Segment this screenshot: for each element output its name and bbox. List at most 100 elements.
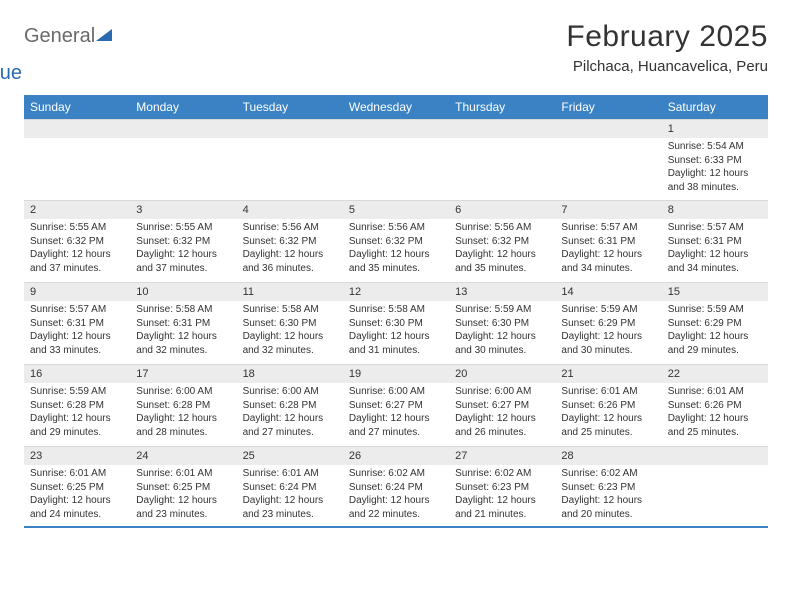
day-details: Sunrise: 5:58 AMSunset: 6:30 PMDaylight:… xyxy=(237,301,343,363)
sunrise-text: Sunrise: 6:01 AM xyxy=(136,467,230,481)
day-details: Sunrise: 5:56 AMSunset: 6:32 PMDaylight:… xyxy=(237,219,343,281)
calendar-cell: 21Sunrise: 6:01 AMSunset: 6:26 PMDayligh… xyxy=(555,364,661,446)
sunrise-text: Sunrise: 5:55 AM xyxy=(30,221,124,235)
daylight-text: Daylight: 12 hours and 36 minutes. xyxy=(243,248,337,275)
date-number: 22 xyxy=(662,364,768,383)
day-details: Sunrise: 5:57 AMSunset: 6:31 PMDaylight:… xyxy=(24,301,130,363)
sunset-text: Sunset: 6:24 PM xyxy=(243,481,337,495)
weekday-label: Thursday xyxy=(449,95,555,119)
empty-date xyxy=(343,119,449,138)
calendar-cell: 10Sunrise: 5:58 AMSunset: 6:31 PMDayligh… xyxy=(130,282,236,364)
day-details: Sunrise: 5:59 AMSunset: 6:29 PMDaylight:… xyxy=(555,301,661,363)
logo-stack: General Blue xyxy=(24,26,112,85)
sunrise-text: Sunrise: 6:00 AM xyxy=(243,385,337,399)
calendar-cell: 19Sunrise: 6:00 AMSunset: 6:27 PMDayligh… xyxy=(343,364,449,446)
daylight-text: Daylight: 12 hours and 34 minutes. xyxy=(561,248,655,275)
daylight-text: Daylight: 12 hours and 21 minutes. xyxy=(455,494,549,521)
sunrise-text: Sunrise: 6:02 AM xyxy=(455,467,549,481)
calendar-cell: 22Sunrise: 6:01 AMSunset: 6:26 PMDayligh… xyxy=(662,364,768,446)
sunrise-text: Sunrise: 5:58 AM xyxy=(136,303,230,317)
logo-word-general: General xyxy=(24,26,95,46)
date-number: 3 xyxy=(130,200,236,219)
sunset-text: Sunset: 6:28 PM xyxy=(136,399,230,413)
sunset-text: Sunset: 6:29 PM xyxy=(561,317,655,331)
day-details: Sunrise: 6:01 AMSunset: 6:26 PMDaylight:… xyxy=(555,383,661,445)
date-number: 13 xyxy=(449,282,555,301)
daylight-text: Daylight: 12 hours and 37 minutes. xyxy=(30,248,124,275)
sunrise-text: Sunrise: 5:57 AM xyxy=(30,303,124,317)
sunrise-text: Sunrise: 5:57 AM xyxy=(561,221,655,235)
day-details: Sunrise: 5:58 AMSunset: 6:31 PMDaylight:… xyxy=(130,301,236,363)
sunrise-text: Sunrise: 5:59 AM xyxy=(668,303,762,317)
daylight-text: Daylight: 12 hours and 22 minutes. xyxy=(349,494,443,521)
day-details: Sunrise: 5:59 AMSunset: 6:30 PMDaylight:… xyxy=(449,301,555,363)
day-details: Sunrise: 6:01 AMSunset: 6:24 PMDaylight:… xyxy=(237,465,343,527)
date-number: 4 xyxy=(237,200,343,219)
day-details: Sunrise: 5:57 AMSunset: 6:31 PMDaylight:… xyxy=(662,219,768,281)
sunrise-text: Sunrise: 5:58 AM xyxy=(349,303,443,317)
sunrise-text: Sunrise: 6:00 AM xyxy=(136,385,230,399)
empty-date xyxy=(24,119,130,138)
sunset-text: Sunset: 6:26 PM xyxy=(561,399,655,413)
sunrise-text: Sunrise: 5:55 AM xyxy=(136,221,230,235)
date-number: 26 xyxy=(343,446,449,465)
daylight-text: Daylight: 12 hours and 37 minutes. xyxy=(136,248,230,275)
sunset-text: Sunset: 6:32 PM xyxy=(455,235,549,249)
daylight-text: Daylight: 12 hours and 32 minutes. xyxy=(136,330,230,357)
daylight-text: Daylight: 12 hours and 27 minutes. xyxy=(243,412,337,439)
sunset-text: Sunset: 6:28 PM xyxy=(30,399,124,413)
calendar-cell: 2Sunrise: 5:55 AMSunset: 6:32 PMDaylight… xyxy=(24,200,130,282)
sunset-text: Sunset: 6:26 PM xyxy=(668,399,762,413)
sunrise-text: Sunrise: 6:01 AM xyxy=(30,467,124,481)
sunset-text: Sunset: 6:32 PM xyxy=(30,235,124,249)
weekday-label: Wednesday xyxy=(343,95,449,119)
daylight-text: Daylight: 12 hours and 35 minutes. xyxy=(455,248,549,275)
date-number: 10 xyxy=(130,282,236,301)
sunset-text: Sunset: 6:24 PM xyxy=(349,481,443,495)
calendar-cell: 9Sunrise: 5:57 AMSunset: 6:31 PMDaylight… xyxy=(24,282,130,364)
sunset-text: Sunset: 6:27 PM xyxy=(349,399,443,413)
sunrise-text: Sunrise: 6:02 AM xyxy=(561,467,655,481)
calendar-cell xyxy=(662,446,768,528)
date-number: 20 xyxy=(449,364,555,383)
daylight-text: Daylight: 12 hours and 25 minutes. xyxy=(561,412,655,439)
sunrise-text: Sunrise: 5:59 AM xyxy=(30,385,124,399)
sunset-text: Sunset: 6:31 PM xyxy=(561,235,655,249)
sunrise-text: Sunrise: 5:58 AM xyxy=(243,303,337,317)
calendar-page: General Blue February 2025 Pilchaca, Hua… xyxy=(0,0,792,538)
sunrise-text: Sunrise: 5:56 AM xyxy=(455,221,549,235)
daylight-text: Daylight: 12 hours and 24 minutes. xyxy=(30,494,124,521)
weekday-label: Monday xyxy=(130,95,236,119)
daylight-text: Daylight: 12 hours and 26 minutes. xyxy=(455,412,549,439)
date-number: 14 xyxy=(555,282,661,301)
sunrise-text: Sunrise: 5:59 AM xyxy=(561,303,655,317)
daylight-text: Daylight: 12 hours and 32 minutes. xyxy=(243,330,337,357)
empty-date xyxy=(662,446,768,465)
daylight-text: Daylight: 12 hours and 31 minutes. xyxy=(349,330,443,357)
date-number: 27 xyxy=(449,446,555,465)
day-details: Sunrise: 6:01 AMSunset: 6:25 PMDaylight:… xyxy=(24,465,130,527)
day-details: Sunrise: 6:02 AMSunset: 6:23 PMDaylight:… xyxy=(555,465,661,527)
weekday-label: Tuesday xyxy=(237,95,343,119)
date-number: 1 xyxy=(662,119,768,138)
date-number: 25 xyxy=(237,446,343,465)
brand-logo: General Blue xyxy=(24,26,112,85)
day-details: Sunrise: 5:59 AMSunset: 6:29 PMDaylight:… xyxy=(662,301,768,363)
sunrise-text: Sunrise: 5:56 AM xyxy=(349,221,443,235)
sunset-text: Sunset: 6:31 PM xyxy=(30,317,124,331)
day-details: Sunrise: 5:55 AMSunset: 6:32 PMDaylight:… xyxy=(130,219,236,281)
date-number: 23 xyxy=(24,446,130,465)
sunset-text: Sunset: 6:30 PM xyxy=(243,317,337,331)
date-number: 7 xyxy=(555,200,661,219)
empty-date xyxy=(555,119,661,138)
sunrise-text: Sunrise: 6:00 AM xyxy=(455,385,549,399)
calendar-cell: 7 Sunrise: 5:57 AMSunset: 6:31 PMDaylight… xyxy=(555,200,661,282)
daylight-text: Daylight: 12 hours and 30 minutes. xyxy=(561,330,655,357)
calendar-cell xyxy=(24,119,130,200)
daylight-text: Daylight: 12 hours and 35 minutes. xyxy=(349,248,443,275)
date-number: 17 xyxy=(130,364,236,383)
daylight-text: Daylight: 12 hours and 25 minutes. xyxy=(668,412,762,439)
weeks-container: 1Sunrise: 5:54 AMSunset: 6:33 PMDaylight… xyxy=(24,119,768,528)
daylight-text: Daylight: 12 hours and 38 minutes. xyxy=(668,167,762,194)
date-number: 28 xyxy=(555,446,661,465)
